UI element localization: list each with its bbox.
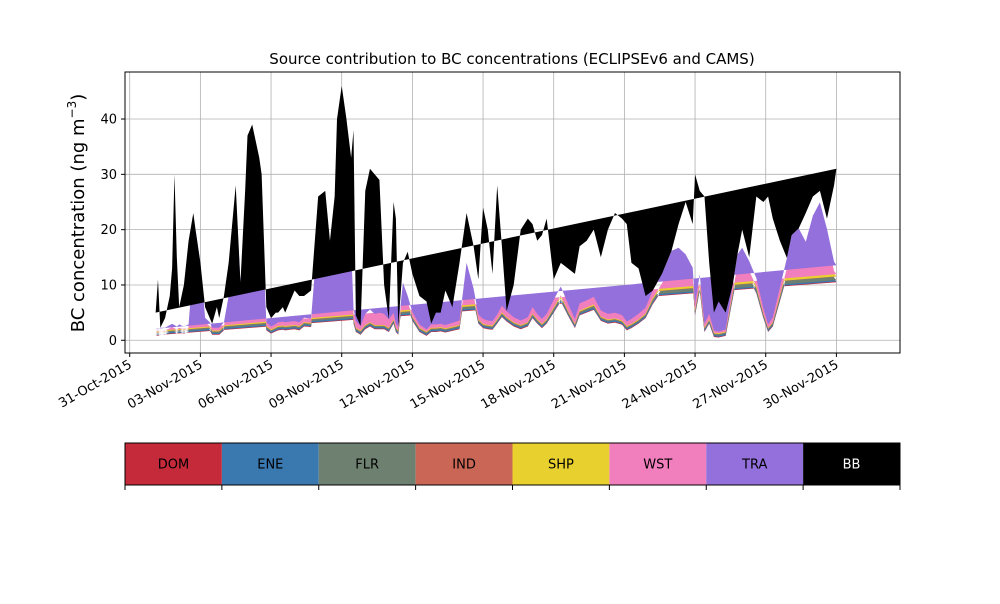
legend-label-dom: DOM [158, 458, 189, 473]
legend-swatch-ind [415, 443, 513, 485]
y-axis-label-text: BC concentration (ng m [68, 118, 89, 332]
x-tick-label-8: 24-Nov-2015 [620, 357, 700, 412]
x-axis: 31-Oct-201503-Nov-201506-Nov-201509-Nov-… [56, 353, 841, 412]
stacked-area-layer [155, 85, 837, 338]
legend-swatch-wst [609, 443, 707, 485]
x-tick-label-9: 27-Nov-2015 [690, 357, 770, 412]
legend-label-tra: TRA [741, 458, 767, 473]
legend-swatch-shp [512, 443, 610, 485]
y-tick-label-2: 20 [100, 223, 117, 238]
legend-swatch-tra [706, 443, 804, 485]
legend-label-flr: FLR [355, 458, 379, 473]
legend-swatch-dom [125, 443, 222, 485]
x-tick-label-10: 30-Nov-2015 [761, 357, 841, 412]
y-axis: 0 10 20 30 40 [100, 113, 125, 349]
x-tick-label-6: 18-Nov-2015 [478, 357, 558, 412]
legend-colorbar: DOM ENE FLR IND SHP WST TRA BB [124, 442, 901, 490]
x-tick-label-4: 12-Nov-2015 [337, 357, 417, 412]
legend-swatch-ene [221, 443, 319, 485]
y-tick-label-0: 0 [109, 334, 117, 349]
x-tick-label-5: 15-Nov-2015 [408, 357, 488, 412]
legend-label-ind: IND [452, 458, 476, 473]
plot-frame [124, 71, 901, 354]
y-axis-label-close: ) [68, 94, 89, 101]
y-tick-label-3: 30 [100, 168, 117, 183]
legend-label-wst: WST [643, 458, 672, 473]
legend-label-shp: SHP [548, 458, 574, 473]
x-tick-label-1: 03-Nov-2015 [125, 357, 205, 412]
legend-label-ene: ENE [257, 458, 283, 473]
y-tick-label-1: 10 [100, 278, 117, 293]
x-tick-label-2: 06-Nov-2015 [196, 357, 276, 412]
x-tick-label-0: 31-Oct-2015 [56, 357, 134, 411]
legend-swatch-bb [803, 443, 900, 485]
y-axis-label: BC concentration (ng m−3) [65, 94, 89, 333]
legend-label-bb: BB [843, 458, 861, 473]
x-tick-label-7: 21-Nov-2015 [549, 357, 629, 412]
x-tick-label-3: 09-Nov-2015 [266, 357, 346, 412]
y-tick-label-4: 40 [100, 113, 117, 128]
chart-title: Source contribution to BC concentrations… [269, 50, 754, 68]
area-series-bb [155, 85, 837, 328]
area-series-tra [155, 152, 837, 332]
legend-swatch-flr [318, 443, 416, 485]
y-axis-label-superscript: −3 [65, 101, 79, 119]
